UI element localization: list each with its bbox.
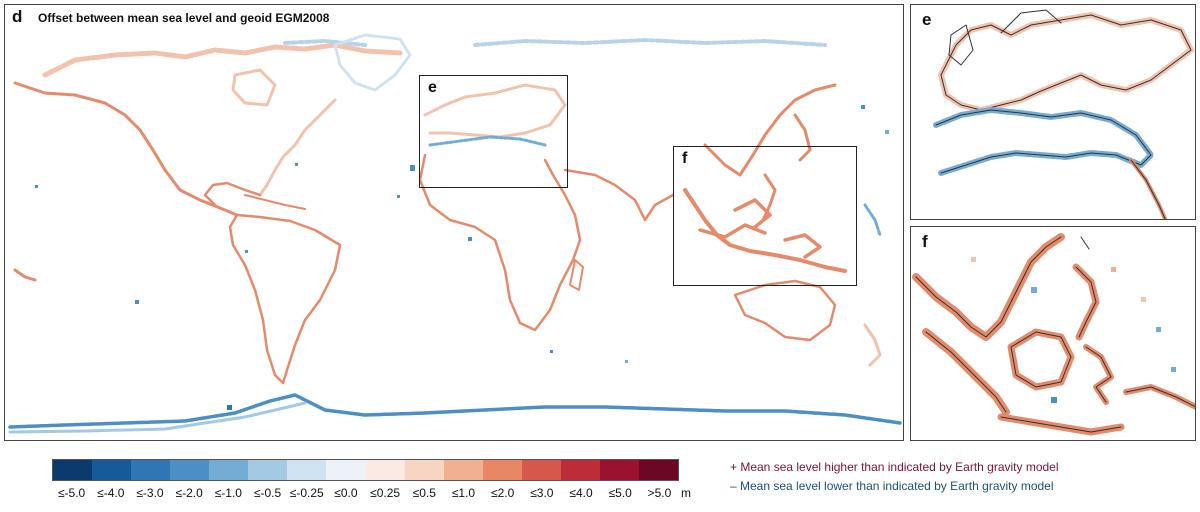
inset-f-borneo-line: [1010, 331, 1072, 388]
inset-letter-e: e: [922, 10, 932, 29]
inset-e-scandinavia: [1000, 9, 1062, 34]
legend-swatch: [404, 460, 444, 480]
arctic-coast-blue: [283, 38, 827, 47]
antarctica-coast: [8, 393, 902, 429]
inset-f-sumatra: [922, 328, 1010, 416]
inset-f-sulawesi-line: [1085, 346, 1112, 403]
inset-e-uk: [948, 24, 974, 66]
inset-f-sumatra-line: [925, 331, 1007, 413]
region-box-f: f: [673, 146, 857, 286]
inset-f-taiwan: [1080, 236, 1090, 250]
region-box-letter-f: f: [682, 150, 688, 167]
inset-letter-f: f: [922, 232, 928, 251]
legend-tick-label: ≤-2.0: [175, 486, 203, 500]
pacific-islands: [13, 268, 37, 282]
region-box-letter-e: e: [428, 79, 437, 96]
greenland-coast: [333, 33, 412, 92]
legend-swatch: [326, 460, 366, 480]
inset-map-europe: [933, 9, 1194, 219]
madagascar: [569, 259, 584, 291]
note-lower: – Mean sea level lower than indicated by…: [730, 479, 1054, 493]
inset-f-cells: [971, 257, 1176, 403]
legend-swatch: [92, 460, 132, 480]
inset-map-southeast-asia: [912, 233, 1195, 436]
inset-e-red-sea-line: [1130, 159, 1166, 219]
legend-swatch: [599, 460, 639, 480]
legend-swatch: [482, 460, 522, 480]
legend-tick-label: ≤3.0: [530, 486, 554, 500]
legend-tick-label: ≤-5.0: [57, 486, 86, 500]
inset-f-philippines-line: [1075, 266, 1097, 338]
panel-letter-d: d: [12, 7, 23, 26]
south-america-coast: [228, 213, 342, 385]
legend-tick-label: ≤-4.0: [97, 486, 125, 500]
color-legend-labels: ≤-5.0 ≤-4.0 ≤-3.0 ≤-2.0 ≤-1.0 ≤-0.5 ≤-0.25 ≤0.0…: [52, 486, 679, 502]
legend-tick-label: ≤1.0: [451, 486, 476, 500]
new-zealand: [863, 323, 882, 367]
inset-f-mainland: [912, 233, 1065, 341]
inset-f-mainland-line: [915, 236, 1062, 338]
legend-tick-label: ≤0.25: [370, 486, 401, 500]
inset-panel-e: e: [910, 4, 1196, 220]
arctic-coast: [42, 42, 403, 78]
east-asia-coast: [703, 83, 837, 177]
legend-tick-label: ≤-0.25: [289, 486, 324, 500]
africa-coast: [418, 153, 582, 332]
main-map-panel: d Offset between mean sea level and geoi…: [4, 4, 904, 441]
note-higher: + Mean sea level higher than indicated b…: [730, 460, 1059, 474]
mediterranean: [428, 135, 547, 147]
legend-tick-label: >5.0: [647, 486, 672, 500]
legend-tick-label: ≤2.0: [491, 486, 515, 500]
legend-swatch: [170, 460, 210, 480]
legend-tick-label: ≤5.0: [608, 486, 632, 500]
legend-swatch: [131, 460, 171, 480]
philippines: [761, 173, 777, 222]
caribbean: [244, 194, 306, 210]
north-america-east-coast: [258, 98, 337, 197]
legend-swatch: [287, 460, 327, 480]
legend-swatch: [521, 460, 561, 480]
gulf-of-mexico: [203, 181, 262, 207]
antarctica-coast-faint: [8, 401, 307, 434]
legend-tick-label: ≤-1.0: [214, 486, 242, 500]
inset-e-coast-fill: [938, 12, 1194, 113]
legend-tick-label: ≤4.0: [569, 486, 593, 500]
legend-swatch: [248, 460, 288, 480]
scattered-cells: [35, 105, 889, 410]
west-pacific-blue: [863, 203, 882, 237]
inset-f-new-guinea-line: [1125, 386, 1195, 408]
hudson-bay: [231, 68, 277, 107]
inset-e-coastline: [940, 14, 1192, 111]
japan: [793, 113, 812, 162]
world-coastal-offset-map: [8, 33, 902, 434]
legend-swatch: [365, 460, 405, 480]
europe-coast: [423, 83, 567, 139]
inset-e-med-coastline: [935, 109, 1152, 174]
legend-tick-label: ≤0.0: [334, 486, 358, 500]
legend-swatch: [560, 460, 600, 480]
region-box-e: e: [419, 75, 568, 188]
legend-unit: m: [681, 486, 691, 500]
southeast-asia-coast: [683, 188, 847, 273]
legend-swatch: [53, 460, 93, 480]
legend-swatch: [443, 460, 483, 480]
legend-swatch: [638, 460, 678, 480]
inset-panel-f: f: [910, 226, 1196, 441]
legend-tick-label: ≤-0.5: [253, 486, 282, 500]
inset-e-mediterranean: [933, 107, 1154, 176]
legend-tick-label: ≤0.5: [412, 486, 436, 500]
arabia-india-coast: [563, 168, 675, 222]
north-america-west-coast: [13, 81, 239, 217]
legend-tick-label: ≤-3.0: [136, 486, 164, 500]
map-title: Offset between mean sea level and geoid …: [38, 11, 330, 25]
color-legend-bar: [52, 459, 679, 481]
legend-swatch: [209, 460, 249, 480]
australia-coast: [733, 279, 837, 342]
inset-f-java-line: [1000, 416, 1122, 433]
inset-e-red-sea: [1129, 158, 1168, 219]
